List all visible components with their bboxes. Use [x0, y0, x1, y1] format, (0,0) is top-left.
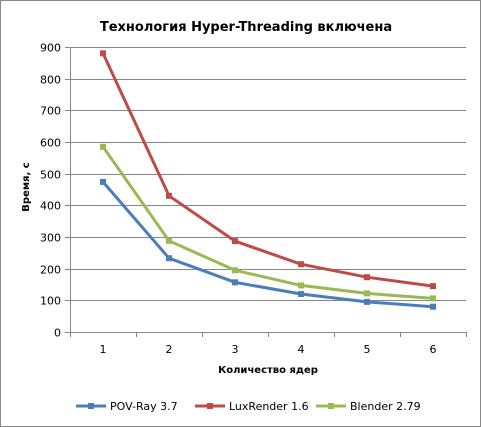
data-point [100, 143, 106, 150]
data-point [364, 290, 370, 297]
legend-item: Blender 2.79 [316, 400, 421, 413]
data-point [166, 192, 172, 199]
data-point [232, 267, 238, 274]
legend: POV-Ray 3.7 LuxRender 1.6 Blender 2.79 [76, 400, 421, 413]
chart-title: Технология Hyper-Threading включена [100, 20, 392, 35]
y-tick-label: 600 [40, 137, 61, 150]
series-2 [100, 50, 436, 290]
data-point [232, 279, 238, 286]
data-point [298, 261, 304, 268]
legend-label: LuxRender 1.6 [229, 400, 309, 413]
data-point [166, 255, 172, 262]
x-tick-label: 4 [298, 343, 305, 356]
series-line [101, 145, 434, 300]
legend-swatch-marker [328, 403, 334, 409]
legend-item: LuxRender 1.6 [195, 400, 309, 413]
x-tick-label: 1 [100, 343, 107, 356]
data-point [430, 283, 436, 290]
series-3 [100, 143, 436, 302]
y-tick-label: 700 [40, 105, 61, 118]
legend-label: POV-Ray 3.7 [110, 400, 178, 413]
y-axis-title: Время, с [21, 162, 32, 211]
series-group [100, 50, 436, 310]
legend-label: Blender 2.79 [350, 400, 421, 413]
x-tick-label: 6 [430, 343, 437, 356]
data-point [100, 178, 106, 185]
x-tick-label: 2 [166, 343, 173, 356]
y-tick-label: 0 [54, 327, 61, 340]
y-tick-label: 100 [40, 295, 61, 308]
gridlines [70, 47, 466, 301]
data-point [166, 237, 172, 244]
y-tick-label: 200 [40, 264, 61, 277]
y-tick-label: 800 [40, 74, 61, 87]
legend-item: POV-Ray 3.7 [76, 400, 178, 413]
x-tick-label: 3 [232, 343, 239, 356]
legend-swatch-marker [88, 403, 94, 409]
series-1 [100, 178, 436, 310]
data-point [430, 295, 436, 302]
y-tick-label: 900 [40, 42, 61, 55]
data-point [430, 303, 436, 310]
data-point [364, 298, 370, 305]
x-axis-title: Количество ядер [218, 365, 318, 376]
legend-swatch-marker [207, 403, 213, 409]
x-tick-label: 5 [364, 343, 371, 356]
data-point [298, 282, 304, 289]
data-point [298, 291, 304, 297]
series-line [101, 180, 434, 309]
series-line [101, 52, 434, 288]
y-tick-label: 500 [40, 169, 61, 182]
y-tick-label: 300 [40, 232, 61, 245]
data-point [232, 238, 238, 245]
y-tick-label: 400 [40, 200, 61, 213]
data-point [364, 274, 370, 281]
axes: 0 100 200 300 400 500 600 700 800 900 1 2 3 4 5 6 [40, 42, 467, 356]
data-point [100, 50, 106, 57]
